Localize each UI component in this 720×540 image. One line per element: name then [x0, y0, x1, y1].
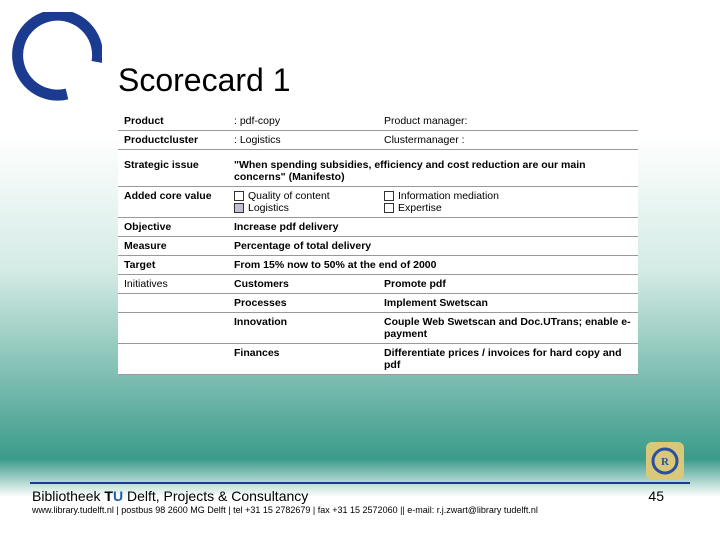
row-initiatives-innovation: Innovation Couple Web Swetscan and Doc.U…: [118, 313, 638, 344]
initiatives-label: Initiatives: [118, 275, 228, 294]
footer-contact: www.library.tudelft.nl | postbus 98 2600…: [32, 505, 688, 516]
row-initiatives-finances: Finances Differentiate prices / invoices…: [118, 344, 638, 375]
row-measure: Measure Percentage of total delivery: [118, 237, 638, 256]
productcluster-value: : Logistics: [228, 131, 378, 150]
finances-value: Differentiate prices / invoices for hard…: [378, 344, 638, 375]
footer-org-suffix: Delft, Projects & Consultancy: [123, 488, 308, 504]
acv-left-options: Quality of content Logistics: [228, 187, 378, 218]
checkbox-icon: [384, 191, 394, 201]
checkbox-icon: [384, 203, 394, 213]
certification-badge-icon: R: [646, 442, 684, 480]
customers-value: Promote pdf: [378, 275, 638, 294]
acv-opt3: Information mediation: [398, 190, 499, 202]
row-objective: Objective Increase pdf delivery: [118, 218, 638, 237]
footer-org-prefix: Bibliotheek: [32, 488, 104, 504]
acv-opt4: Expertise: [398, 202, 442, 214]
strategic-issue-label: Strategic issue: [118, 156, 228, 187]
page-number: 45: [648, 488, 664, 504]
checkbox-icon: [234, 203, 244, 213]
row-added-core-value: Added core value Quality of content Logi…: [118, 187, 638, 218]
finances-label: Finances: [228, 344, 378, 375]
svg-text:R: R: [661, 456, 670, 468]
product-manager-label: Product manager:: [378, 112, 638, 131]
checkbox-icon: [234, 191, 244, 201]
product-value: : pdf-copy: [228, 112, 378, 131]
acv-opt2: Logistics: [248, 202, 289, 214]
customers-label: Customers: [228, 275, 378, 294]
footer-divider: [30, 482, 690, 484]
innovation-label: Innovation: [228, 313, 378, 344]
target-value: From 15% now to 50% at the end of 2000: [228, 256, 638, 275]
footer-tu-u: U: [113, 488, 123, 504]
objective-value: Increase pdf delivery: [228, 218, 638, 237]
acv-opt1: Quality of content: [248, 190, 330, 202]
measure-value: Percentage of total delivery: [228, 237, 638, 256]
processes-value: Implement Swetscan: [378, 294, 638, 313]
product-label: Product: [118, 112, 228, 131]
processes-label: Processes: [228, 294, 378, 313]
footer-tu-t: T: [104, 488, 113, 504]
scorecard-table: Product : pdf-copy Product manager: Prod…: [118, 112, 638, 375]
footer-org: Bibliotheek TU Delft, Projects & Consult…: [32, 488, 308, 504]
added-core-value-label: Added core value: [118, 187, 228, 218]
arc-logo-icon: [12, 12, 102, 107]
row-strategic-issue: Strategic issue "When spending subsidies…: [118, 156, 638, 187]
target-label: Target: [118, 256, 228, 275]
productcluster-label: Productcluster: [118, 131, 228, 150]
row-target: Target From 15% now to 50% at the end of…: [118, 256, 638, 275]
strategic-issue-value: "When spending subsidies, efficiency and…: [228, 156, 638, 187]
objective-label: Objective: [118, 218, 228, 237]
clustermanager-label: Clustermanager :: [378, 131, 638, 150]
row-initiatives-processes: Processes Implement Swetscan: [118, 294, 638, 313]
row-initiatives-customers: Initiatives Customers Promote pdf: [118, 275, 638, 294]
acv-right-options: Information mediation Expertise: [378, 187, 638, 218]
header-row-product: Product : pdf-copy Product manager:: [118, 112, 638, 131]
innovation-value: Couple Web Swetscan and Doc.UTrans; enab…: [378, 313, 638, 344]
header-row-cluster: Productcluster : Logistics Clustermanage…: [118, 131, 638, 150]
page-title: Scorecard 1: [118, 62, 291, 99]
measure-label: Measure: [118, 237, 228, 256]
